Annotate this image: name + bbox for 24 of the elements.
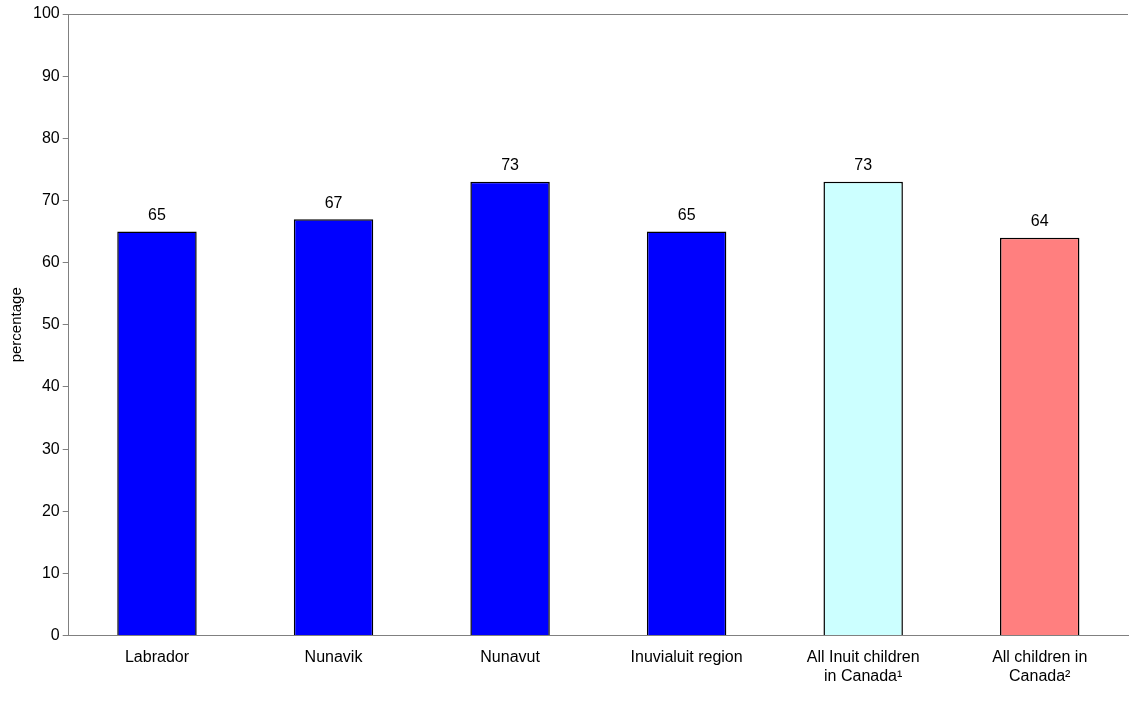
- y-tick-label: 20: [41, 501, 60, 519]
- y-tick-label: 100: [32, 4, 60, 22]
- y-tick-label: 40: [41, 377, 60, 395]
- y-tick-label: 10: [41, 563, 60, 581]
- y-tick-label: 50: [41, 315, 60, 333]
- data-label: 65: [148, 205, 166, 223]
- y-tick-label: 30: [41, 439, 60, 457]
- y-tick-label: 60: [41, 253, 60, 271]
- data-label: 73: [501, 156, 520, 174]
- x-tick-label: All Inuit children in Canada¹: [806, 647, 920, 684]
- x-tick-label: Labrador: [124, 647, 190, 665]
- y-tick-label: 70: [41, 190, 60, 208]
- y-tick-label: 80: [41, 128, 60, 146]
- data-label: 73: [854, 156, 873, 174]
- data-label: 67: [324, 193, 343, 211]
- y-axis-title: percentage: [7, 287, 25, 363]
- y-tick-label: 0: [50, 626, 60, 644]
- x-tick-label: All children in Canada²: [992, 647, 1088, 684]
- y-tick-label: 90: [41, 66, 60, 84]
- x-tick-label: Inuvialuit region: [630, 647, 743, 665]
- data-label: 64: [1030, 212, 1049, 230]
- x-tick-label: Nunavut: [480, 647, 541, 665]
- data-label: 65: [677, 205, 696, 223]
- x-tick-label: Nunavik: [304, 647, 364, 665]
